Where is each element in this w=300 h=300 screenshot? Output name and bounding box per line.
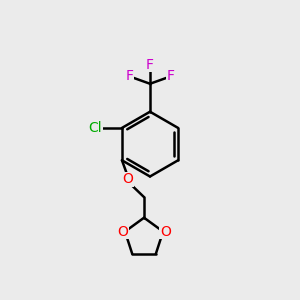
Text: F: F xyxy=(125,69,134,83)
Text: Cl: Cl xyxy=(88,121,102,135)
Text: F: F xyxy=(167,69,175,83)
Text: F: F xyxy=(146,58,154,72)
Text: O: O xyxy=(122,172,133,186)
Text: O: O xyxy=(160,225,171,238)
Text: O: O xyxy=(117,225,128,238)
